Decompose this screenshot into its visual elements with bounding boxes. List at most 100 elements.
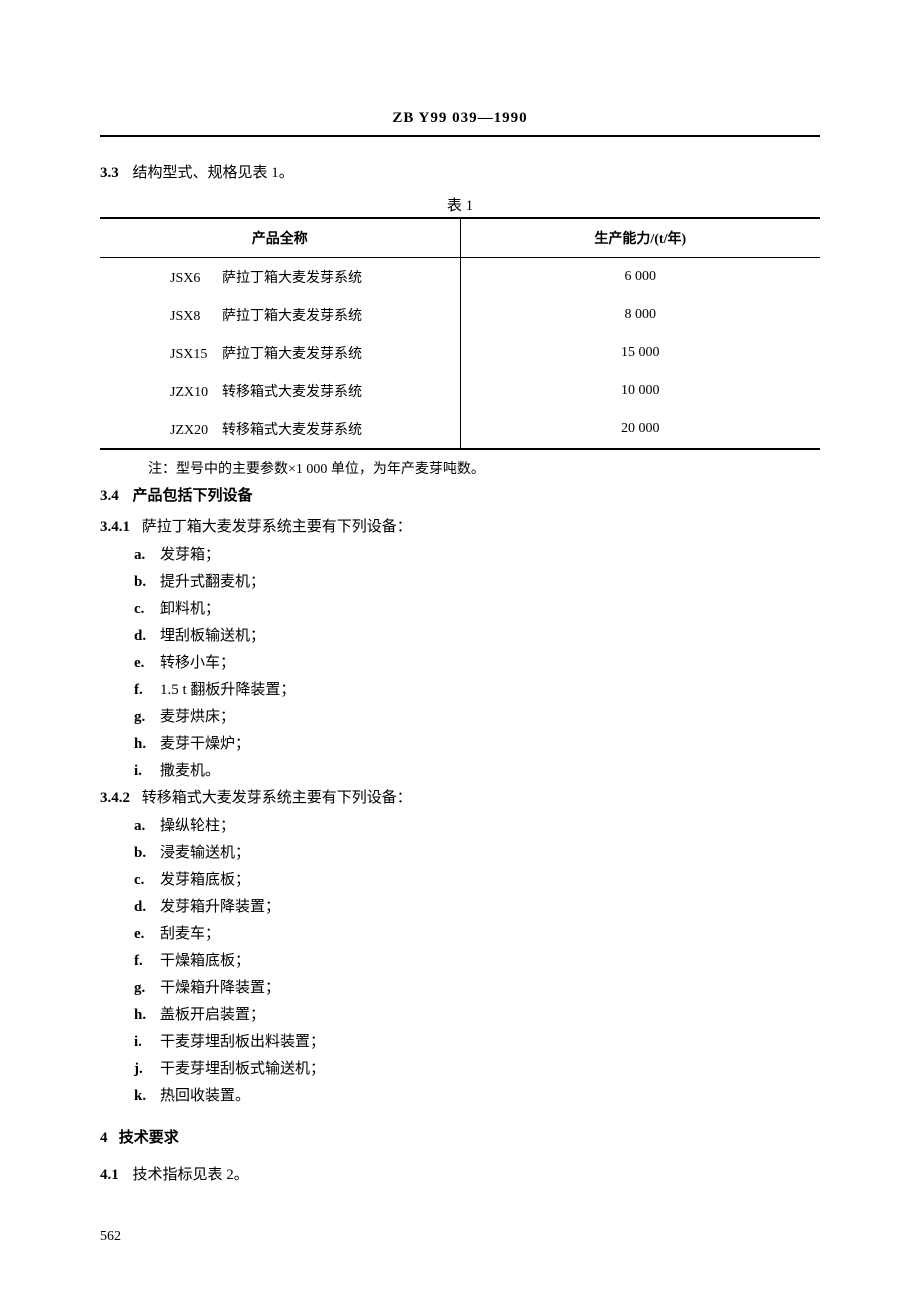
list-marker: a.	[134, 813, 160, 840]
section-3-3: 3.3 结构型式、规格见表 1。	[100, 159, 820, 188]
list-text: 提升式翻麦机；	[160, 574, 265, 590]
section-num: 3.4	[100, 482, 119, 511]
list-item: a.发芽箱；	[134, 542, 820, 569]
list-item: e.刮麦车；	[134, 921, 820, 948]
list-text: 撒麦机。	[160, 763, 220, 779]
list-item: d.埋刮板输送机；	[134, 623, 820, 650]
list-marker: b.	[134, 840, 160, 867]
list-text: 发芽箱底板；	[160, 872, 250, 888]
list-item: k.热回收装置。	[134, 1083, 820, 1110]
list-item: e.转移小车；	[134, 650, 820, 677]
cell-capacity: 6 000	[460, 257, 820, 296]
table-row: JSX8萨拉丁箱大麦发芽系统8 000	[100, 296, 820, 334]
cell-product: JSX8萨拉丁箱大麦发芽系统	[100, 296, 460, 334]
list-marker: f.	[134, 677, 160, 704]
list-marker: e.	[134, 921, 160, 948]
list-marker: d.	[134, 623, 160, 650]
subsection-num: 3.4.1	[100, 519, 130, 535]
list-text: 盖板开启装置；	[160, 1007, 265, 1023]
list-text: 转移小车；	[160, 655, 235, 671]
table-1: 产品全称 生产能力/(t/年) JSX6萨拉丁箱大麦发芽系统6 000JSX8萨…	[100, 217, 820, 450]
standard-code: ZB Y99 039—1990	[392, 110, 527, 126]
list-marker: c.	[134, 596, 160, 623]
list-item: f.1.5 t 翻板升降装置；	[134, 677, 820, 704]
list-item: f.干燥箱底板；	[134, 948, 820, 975]
cell-capacity: 20 000	[460, 410, 820, 449]
list-text: 发芽箱；	[160, 547, 220, 563]
section-4: 4 技术要求	[100, 1126, 820, 1147]
list-text: 麦芽干燥炉；	[160, 736, 250, 752]
list-text: 热回收装置。	[160, 1088, 250, 1104]
list-text: 干燥箱底板；	[160, 953, 250, 969]
list-text: 麦芽烘床；	[160, 709, 235, 725]
list-text: 发芽箱升降装置；	[160, 899, 280, 915]
table-note: 注：型号中的主要参数×1 000 单位，为年产麦芽吨数。	[148, 458, 820, 478]
subsection-text: 转移箱式大麦发芽系统主要有下列设备：	[142, 790, 412, 806]
table-row: JSX6萨拉丁箱大麦发芽系统6 000	[100, 257, 820, 296]
list-item: c.卸料机；	[134, 596, 820, 623]
list-marker: g.	[134, 704, 160, 731]
list-item: i.撒麦机。	[134, 758, 820, 785]
list-text: 操纵轮柱；	[160, 818, 235, 834]
subsection-text: 萨拉丁箱大麦发芽系统主要有下列设备：	[142, 519, 412, 535]
section-3-4-2: 3.4.2 转移箱式大麦发芽系统主要有下列设备：	[100, 785, 820, 813]
list-text: 浸麦输送机；	[160, 845, 250, 861]
list-marker: g.	[134, 975, 160, 1002]
cell-capacity: 8 000	[460, 296, 820, 334]
section-3-4-1: 3.4.1 萨拉丁箱大麦发芽系统主要有下列设备：	[100, 514, 820, 542]
list-item: b.浸麦输送机；	[134, 840, 820, 867]
list-item: g.干燥箱升降装置；	[134, 975, 820, 1002]
cell-product: JZX10转移箱式大麦发芽系统	[100, 372, 460, 410]
list-marker: h.	[134, 1002, 160, 1029]
cell-product: JZX20转移箱式大麦发芽系统	[100, 410, 460, 449]
list-marker: d.	[134, 894, 160, 921]
section-num: 4.1	[100, 1161, 119, 1190]
col-capacity: 生产能力/(t/年)	[460, 218, 820, 258]
section-num: 3.3	[100, 159, 119, 188]
list-marker: k.	[134, 1083, 160, 1110]
col-product-name: 产品全称	[100, 218, 460, 258]
list-item: g.麦芽烘床；	[134, 704, 820, 731]
table-caption: 表 1	[100, 194, 820, 215]
list-text: 1.5 t 翻板升降装置；	[160, 682, 295, 698]
list-item: h.麦芽干燥炉；	[134, 731, 820, 758]
cell-capacity: 15 000	[460, 334, 820, 372]
list-marker: e.	[134, 650, 160, 677]
list-text: 干麦芽埋刮板出料装置；	[160, 1034, 325, 1050]
list-text: 干麦芽埋刮板式输送机；	[160, 1061, 325, 1077]
subsection-num: 3.4.2	[100, 790, 130, 806]
page-number: 562	[100, 1229, 121, 1245]
section-text: 技术指标见表 2。	[133, 1167, 249, 1183]
list-marker: f.	[134, 948, 160, 975]
list-text: 埋刮板输送机；	[160, 628, 265, 644]
cell-capacity: 10 000	[460, 372, 820, 410]
table-row: JZX10转移箱式大麦发芽系统10 000	[100, 372, 820, 410]
list-text: 卸料机；	[160, 601, 220, 617]
list-marker: b.	[134, 569, 160, 596]
table-row: JSX15萨拉丁箱大麦发芽系统15 000	[100, 334, 820, 372]
cell-product: JSX15萨拉丁箱大麦发芽系统	[100, 334, 460, 372]
table-header-row: 产品全称 生产能力/(t/年)	[100, 218, 820, 258]
list-item: c.发芽箱底板；	[134, 867, 820, 894]
list-marker: i.	[134, 1029, 160, 1056]
table-row: JZX20转移箱式大麦发芽系统20 000	[100, 410, 820, 449]
section-4-1: 4.1 技术指标见表 2。	[100, 1161, 820, 1190]
list-item: h.盖板开启装置；	[134, 1002, 820, 1029]
section-text: 结构型式、规格见表 1。	[133, 165, 294, 181]
list-item: j.干麦芽埋刮板式输送机；	[134, 1056, 820, 1083]
list-text: 刮麦车；	[160, 926, 220, 942]
list-text: 干燥箱升降装置；	[160, 980, 280, 996]
cell-product: JSX6萨拉丁箱大麦发芽系统	[100, 257, 460, 296]
list-marker: j.	[134, 1056, 160, 1083]
section-text: 产品包括下列设备	[133, 488, 253, 504]
standard-header: ZB Y99 039—1990	[100, 110, 820, 137]
list-marker: i.	[134, 758, 160, 785]
list-marker: a.	[134, 542, 160, 569]
section-3-4: 3.4 产品包括下列设备	[100, 482, 820, 511]
list-item: b.提升式翻麦机；	[134, 569, 820, 596]
list-marker: c.	[134, 867, 160, 894]
list-item: i.干麦芽埋刮板出料装置；	[134, 1029, 820, 1056]
list-marker: h.	[134, 731, 160, 758]
list-item: a.操纵轮柱；	[134, 813, 820, 840]
section-num: 4	[100, 1130, 108, 1146]
